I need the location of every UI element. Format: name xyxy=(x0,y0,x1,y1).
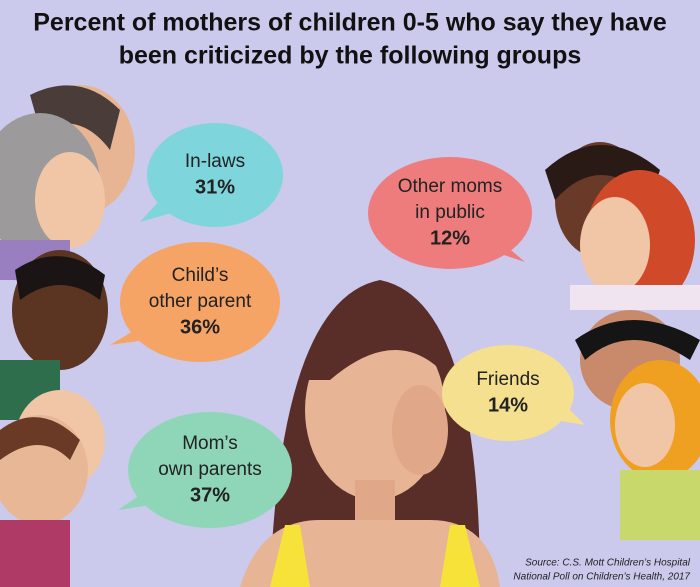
bubble-label: Other moms xyxy=(398,176,503,197)
speech-bubbles xyxy=(110,123,585,528)
bubble-value: 37% xyxy=(190,484,230,506)
bubble-value: 14% xyxy=(488,394,528,416)
bubble-label: Child’s xyxy=(172,265,229,286)
bubble-label: own parents xyxy=(158,459,262,480)
title-line: been criticized by the following groups xyxy=(119,42,582,70)
bubble-value: 31% xyxy=(195,176,235,198)
illustration xyxy=(0,85,700,587)
bubble-value: 36% xyxy=(180,316,220,338)
bubble-label: other parent xyxy=(149,291,252,312)
title-line: Percent of mothers of children 0-5 who s… xyxy=(33,9,667,37)
bubble-label: in public xyxy=(415,202,485,223)
bubble-value: 12% xyxy=(430,227,470,249)
bubble-label: Mom’s xyxy=(182,433,238,454)
source-line: Source: C.S. Mott Children’s Hospital xyxy=(525,558,691,569)
bubble-label: In-laws xyxy=(185,151,245,172)
source-line: National Poll on Children’s Health, 2017 xyxy=(513,572,690,583)
bubble-label: Friends xyxy=(476,369,539,390)
